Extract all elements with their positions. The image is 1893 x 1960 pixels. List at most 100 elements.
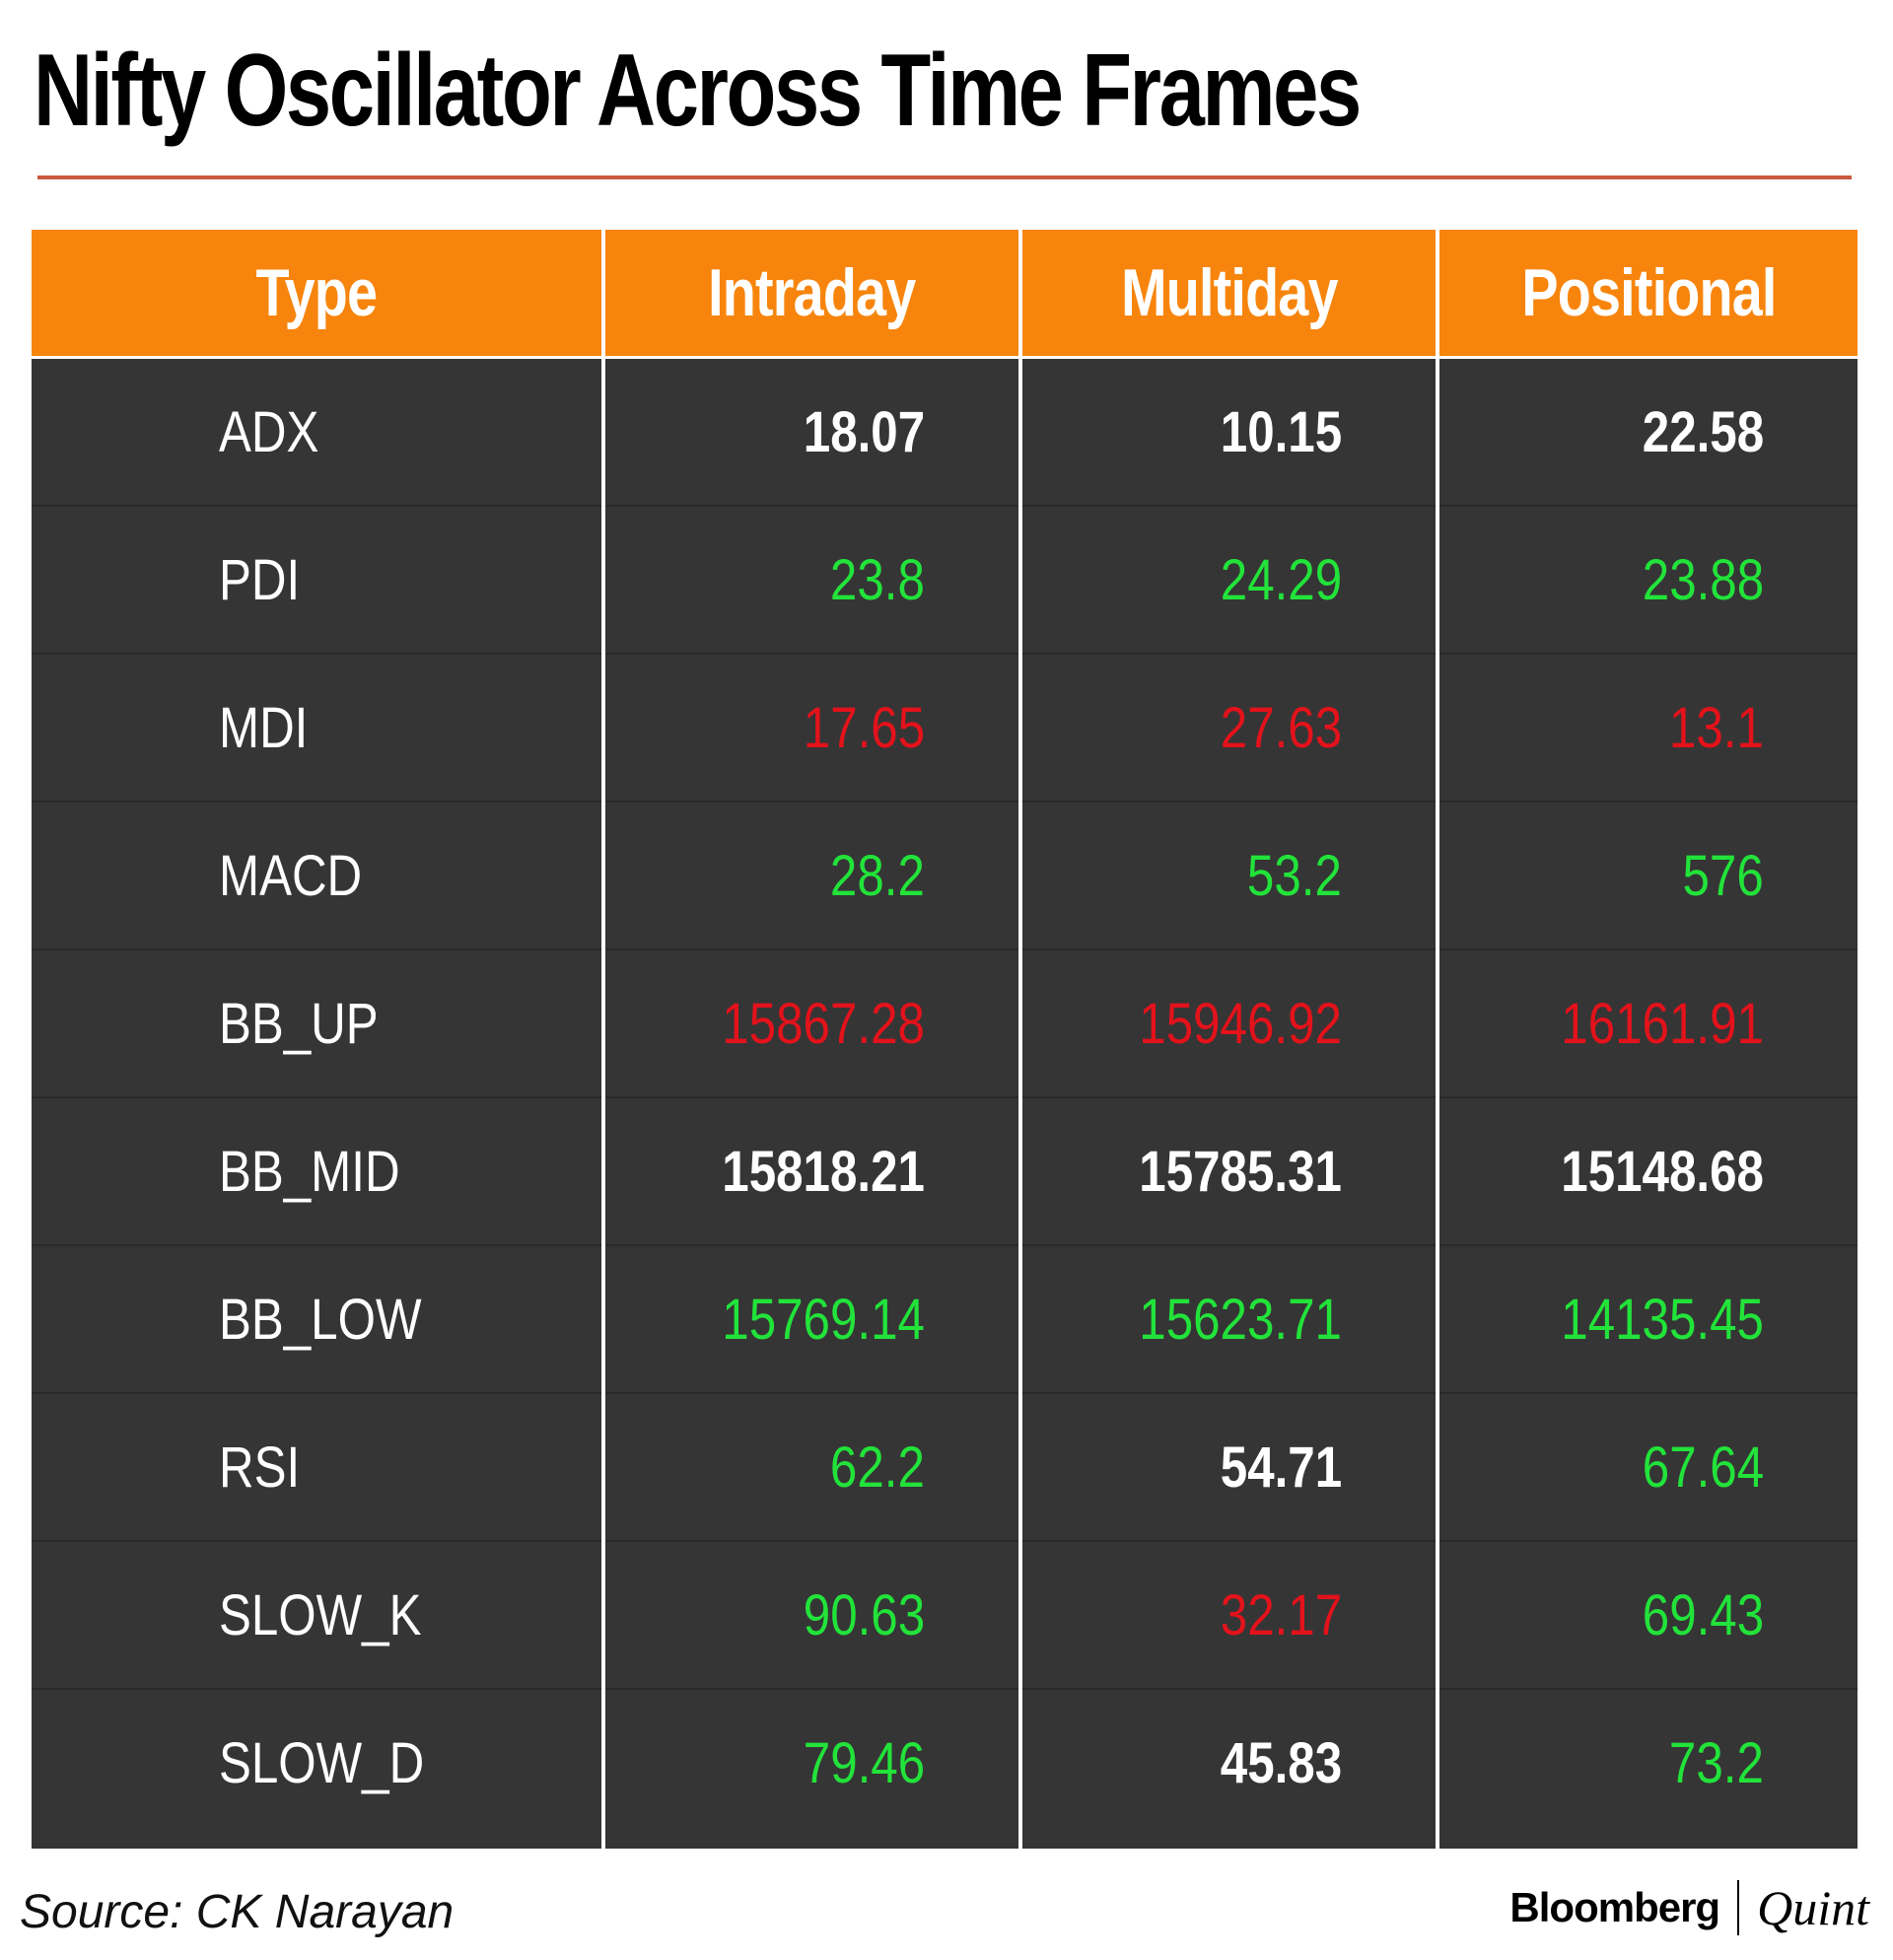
row-label: BB_UP <box>219 950 601 1096</box>
value-cell: 23.8 <box>605 507 925 653</box>
value-text: 576 <box>1682 843 1764 908</box>
value-cell: 69.43 <box>1439 1542 1764 1688</box>
value-cell: 10.15 <box>1022 359 1342 505</box>
value-text: 28.2 <box>830 843 925 908</box>
row-label-text: BB_MID <box>219 1139 400 1204</box>
table-body: ADX 18.07 10.15 22.58 PDI 23.8 24.29 23.88 MDI 17… <box>32 359 1858 1849</box>
value-cell: 15148.68 <box>1439 1098 1764 1244</box>
column-header-label: Intraday <box>708 255 916 330</box>
source-note: Source: CK Narayan <box>20 1886 455 1938</box>
value-cell: 53.2 <box>1022 803 1342 948</box>
value-cell: 24.29 <box>1022 507 1342 653</box>
value-text: 62.2 <box>830 1435 925 1500</box>
value-cell: 90.63 <box>605 1542 925 1688</box>
value-cell: 62.2 <box>605 1394 925 1540</box>
column-divider <box>1018 230 1022 1849</box>
row-label-text: PDI <box>219 547 301 612</box>
value-text: 10.15 <box>1220 399 1342 464</box>
value-text: 14135.45 <box>1561 1287 1764 1352</box>
row-label: BB_MID <box>219 1098 601 1244</box>
value-cell: 17.65 <box>605 655 925 801</box>
row-label: ADX <box>219 359 601 505</box>
value-text: 54.71 <box>1220 1435 1342 1500</box>
value-cell: 15818.21 <box>605 1098 925 1244</box>
table-row: PDI 23.8 24.29 23.88 <box>32 507 1858 655</box>
value-cell: 15946.92 <box>1022 950 1342 1096</box>
column-header: Intraday <box>605 230 1018 356</box>
oscillator-table: Type Intraday Multiday Positional ADX 18.07 1… <box>32 230 1858 1849</box>
row-label-text: MACD <box>219 843 363 908</box>
value-text: 15818.21 <box>722 1139 925 1204</box>
value-text: 23.88 <box>1642 547 1764 612</box>
value-text: 23.8 <box>830 547 925 612</box>
brand-primary: Bloomberg <box>1509 1884 1720 1930</box>
value-text: 15148.68 <box>1561 1139 1764 1204</box>
value-text: 67.64 <box>1642 1435 1764 1500</box>
value-text: 15946.92 <box>1139 991 1342 1056</box>
value-cell: 79.46 <box>605 1690 925 1836</box>
value-cell: 14135.45 <box>1439 1246 1764 1392</box>
value-cell: 15867.28 <box>605 950 925 1096</box>
value-cell: 28.2 <box>605 803 925 948</box>
row-label: RSI <box>219 1394 601 1540</box>
table-row: ADX 18.07 10.15 22.58 <box>32 359 1858 507</box>
value-text: 15769.14 <box>722 1287 925 1352</box>
value-text: 13.1 <box>1669 695 1764 760</box>
value-text: 69.43 <box>1642 1582 1764 1647</box>
column-divider <box>1436 230 1439 1849</box>
column-header: Type <box>32 230 601 356</box>
value-cell: 15769.14 <box>605 1246 925 1392</box>
value-cell: 16161.91 <box>1439 950 1764 1096</box>
column-header: Multiday <box>1022 230 1436 356</box>
value-text: 90.63 <box>803 1582 925 1647</box>
row-label-text: MDI <box>219 695 309 760</box>
value-cell: 13.1 <box>1439 655 1764 801</box>
value-cell: 54.71 <box>1022 1394 1342 1540</box>
table-row: MDI 17.65 27.63 13.1 <box>32 655 1858 803</box>
title-divider <box>37 175 1852 179</box>
page-title: Nifty Oscillator Across Time Frames <box>34 34 1362 148</box>
table-row: BB_UP 15867.28 15946.92 16161.91 <box>32 950 1858 1098</box>
value-cell: 32.17 <box>1022 1542 1342 1688</box>
value-cell: 23.88 <box>1439 507 1764 653</box>
table-row: SLOW_D 79.46 45.83 73.2 <box>32 1690 1858 1836</box>
value-cell: 18.07 <box>605 359 925 505</box>
column-header-label: Multiday <box>1120 255 1338 330</box>
value-cell: 67.64 <box>1439 1394 1764 1540</box>
table-header-row: Type Intraday Multiday Positional <box>32 230 1858 356</box>
row-label-text: SLOW_K <box>219 1582 422 1647</box>
value-text: 53.2 <box>1247 843 1342 908</box>
column-header-label: Type <box>255 255 379 330</box>
table-row: SLOW_K 90.63 32.17 69.43 <box>32 1542 1858 1690</box>
value-text: 17.65 <box>803 695 925 760</box>
brand-secondary: Quint <box>1757 1880 1869 1935</box>
row-label: MDI <box>219 655 601 801</box>
row-label-text: BB_LOW <box>219 1287 422 1352</box>
value-text: 73.2 <box>1669 1730 1764 1795</box>
row-label-text: BB_UP <box>219 991 379 1056</box>
row-label: SLOW_D <box>219 1690 601 1836</box>
value-text: 18.07 <box>803 399 925 464</box>
value-text: 16161.91 <box>1561 991 1764 1056</box>
value-text: 24.29 <box>1220 547 1342 612</box>
row-label: PDI <box>219 507 601 653</box>
value-cell: 22.58 <box>1439 359 1764 505</box>
brand-separator <box>1737 1880 1740 1935</box>
value-cell: 27.63 <box>1022 655 1342 801</box>
table-row: BB_LOW 15769.14 15623.71 14135.45 <box>32 1246 1858 1394</box>
value-text: 15867.28 <box>722 991 925 1056</box>
table-row: MACD 28.2 53.2 576 <box>32 803 1858 950</box>
value-text: 15785.31 <box>1139 1139 1342 1204</box>
row-label: SLOW_K <box>219 1542 601 1688</box>
value-cell: 576 <box>1439 803 1764 948</box>
column-header: Positional <box>1439 230 1858 356</box>
row-label: MACD <box>219 803 601 948</box>
value-text: 32.17 <box>1220 1582 1342 1647</box>
value-text: 15623.71 <box>1139 1287 1342 1352</box>
column-divider <box>601 230 605 1849</box>
value-text: 22.58 <box>1642 399 1764 464</box>
value-text: 45.83 <box>1220 1730 1342 1795</box>
brand-logo: Bloomberg Quint <box>1509 1879 1869 1936</box>
column-header-label: Positional <box>1520 255 1777 330</box>
row-label-text: ADX <box>219 399 319 464</box>
